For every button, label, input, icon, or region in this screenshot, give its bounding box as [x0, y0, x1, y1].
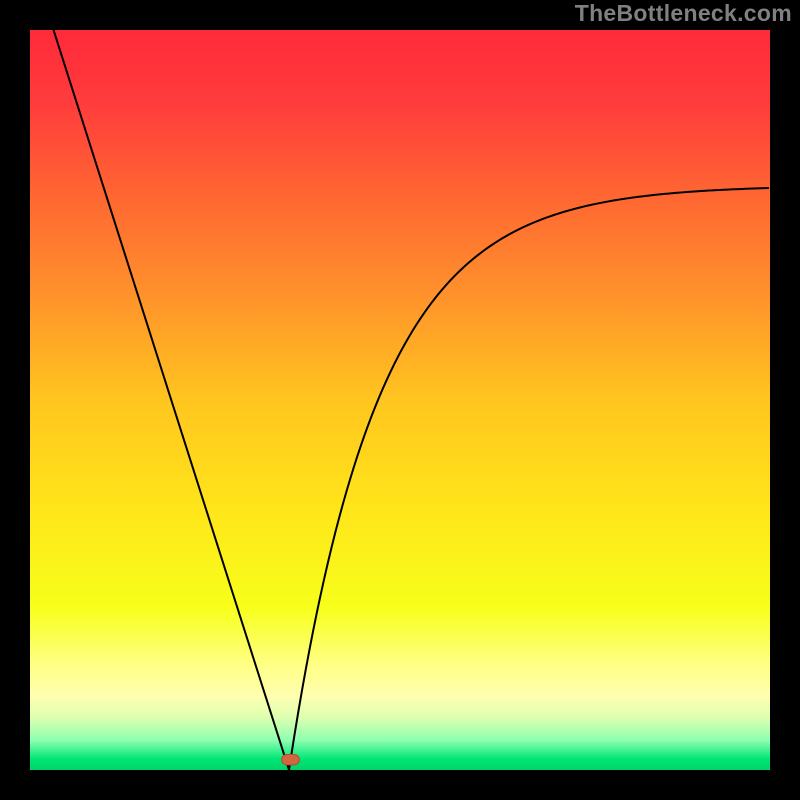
chart-svg — [0, 0, 800, 800]
minimum-marker — [282, 754, 300, 764]
chart-background — [30, 30, 770, 770]
chart-stage: TheBottleneck.com — [0, 0, 800, 800]
